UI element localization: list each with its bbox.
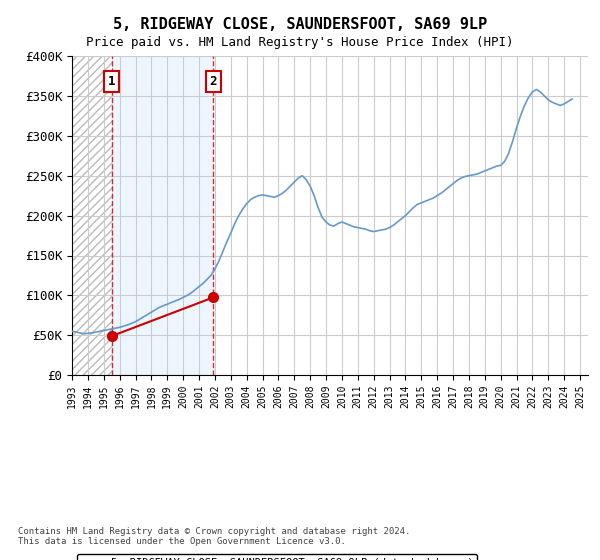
Text: Price paid vs. HM Land Registry's House Price Index (HPI): Price paid vs. HM Land Registry's House … — [86, 36, 514, 49]
Text: 1: 1 — [108, 75, 115, 88]
Legend: 5, RIDGEWAY CLOSE, SAUNDERSFOOT, SA69 9LP (detached house), HPI: Average price, : 5, RIDGEWAY CLOSE, SAUNDERSFOOT, SA69 9L… — [77, 553, 477, 560]
Text: 5, RIDGEWAY CLOSE, SAUNDERSFOOT, SA69 9LP: 5, RIDGEWAY CLOSE, SAUNDERSFOOT, SA69 9L… — [113, 17, 487, 32]
Text: Contains HM Land Registry data © Crown copyright and database right 2024.
This d: Contains HM Land Registry data © Crown c… — [18, 526, 410, 546]
Bar — [112, 56, 214, 375]
Text: 2: 2 — [209, 75, 217, 88]
